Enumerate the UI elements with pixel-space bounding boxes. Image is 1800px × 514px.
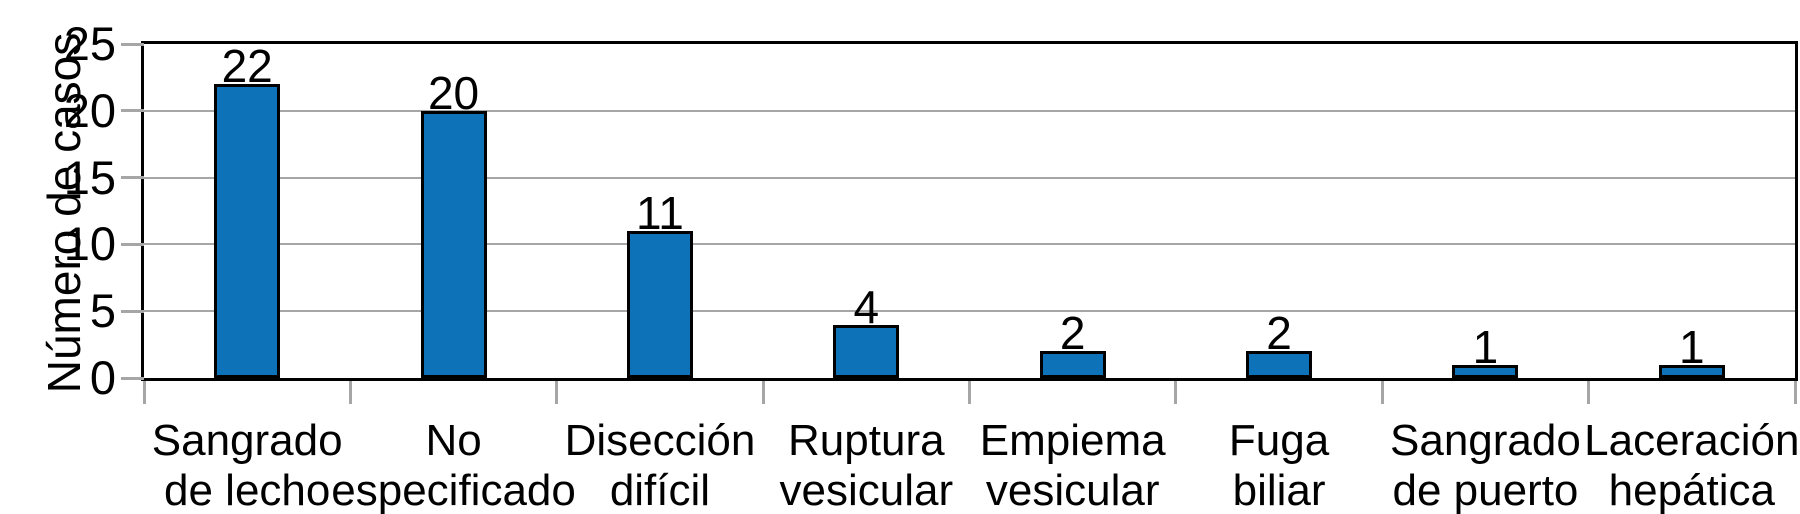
x-category-label-6: Sangrado de puerto — [1185, 416, 1785, 514]
gridline-5 — [144, 310, 1795, 313]
y-tick-label-10: 10 — [63, 217, 116, 271]
bar-value-label-0: 22 — [221, 40, 273, 92]
x-category-label-line: Sangrado — [1390, 416, 1581, 465]
bar-value-label-6: 1 — [1472, 321, 1499, 373]
gridline-10 — [144, 243, 1795, 246]
y-tick-label-5: 5 — [89, 284, 116, 338]
x-tick-mark-3 — [761, 381, 765, 404]
bar-value-label-3: 4 — [853, 281, 880, 333]
bar-3 — [833, 325, 900, 378]
x-category-label-line: No — [425, 416, 482, 465]
x-category-label-line: biliar — [1232, 466, 1326, 514]
bar-value-label-4: 2 — [1059, 307, 1086, 359]
x-tick-mark-6 — [1380, 381, 1384, 404]
bar-1 — [420, 111, 487, 378]
x-category-label-line: hepática — [1608, 466, 1775, 514]
y-tick-label-15: 15 — [63, 150, 116, 204]
x-category-label-line: Sangrado — [151, 416, 343, 465]
bar-value-label-5: 2 — [1266, 307, 1292, 359]
bar-5 — [1246, 351, 1313, 378]
bar-value-label-2: 11 — [636, 187, 684, 239]
x-category-label-7: Laceración hepática — [1392, 416, 1800, 514]
x-category-label-line: Empiema — [979, 416, 1166, 465]
plot-area — [141, 41, 1798, 381]
y-tick-mark-15 — [121, 176, 144, 180]
bar-7 — [1658, 365, 1725, 378]
x-tick-mark-5 — [1174, 381, 1178, 404]
x-category-label-line: Laceración — [1584, 416, 1800, 465]
x-tick-mark-7 — [1587, 381, 1591, 404]
x-category-label-3: Ruptura vesicular — [566, 416, 1166, 514]
bar-value-label-1: 20 — [427, 67, 480, 119]
bar-2 — [626, 231, 693, 378]
gridline-15 — [144, 176, 1795, 179]
x-tick-mark-1 — [348, 381, 352, 404]
bar-6 — [1452, 365, 1519, 378]
x-category-label-line: especificado — [331, 466, 576, 514]
bar-value-label-7: 1 — [1679, 321, 1705, 373]
x-category-label-line: Ruptura — [788, 416, 945, 465]
x-category-label-line: Disección — [564, 416, 756, 465]
x-category-label-1: No especificado — [154, 416, 754, 514]
x-category-label-line: vesicular — [985, 466, 1160, 514]
x-category-label-line: vesicular — [779, 466, 954, 514]
x-tick-mark-2 — [555, 381, 559, 404]
bar-4 — [1039, 351, 1106, 378]
x-category-label-0: Sangrado de lecho — [0, 416, 547, 514]
x-category-label-5: Fuga biliar — [979, 416, 1579, 514]
x-tick-mark-8 — [1793, 381, 1797, 404]
x-category-label-line: Fuga — [1228, 416, 1330, 465]
x-category-label-2: Disección difícil — [360, 416, 960, 514]
x-tick-mark-0 — [142, 381, 146, 404]
y-tick-label-0: 0 — [89, 351, 116, 404]
y-tick-label-20: 20 — [63, 83, 116, 137]
bar-0 — [214, 84, 281, 378]
y-tick-mark-5 — [121, 309, 144, 313]
y-tick-mark-25 — [121, 42, 144, 46]
x-tick-mark-4 — [968, 381, 971, 404]
x-category-label-4: Empiema vesicular — [773, 416, 1373, 514]
gridline-20 — [144, 109, 1795, 112]
y-tick-mark-0 — [121, 376, 144, 380]
y-tick-label-25: 25 — [63, 17, 116, 70]
y-tick-mark-20 — [121, 109, 144, 113]
y-tick-mark-10 — [121, 242, 144, 246]
x-category-label-line: de puerto — [1392, 466, 1579, 514]
x-category-label-line: difícil — [609, 466, 711, 514]
x-category-label-line: de lecho — [164, 466, 331, 514]
